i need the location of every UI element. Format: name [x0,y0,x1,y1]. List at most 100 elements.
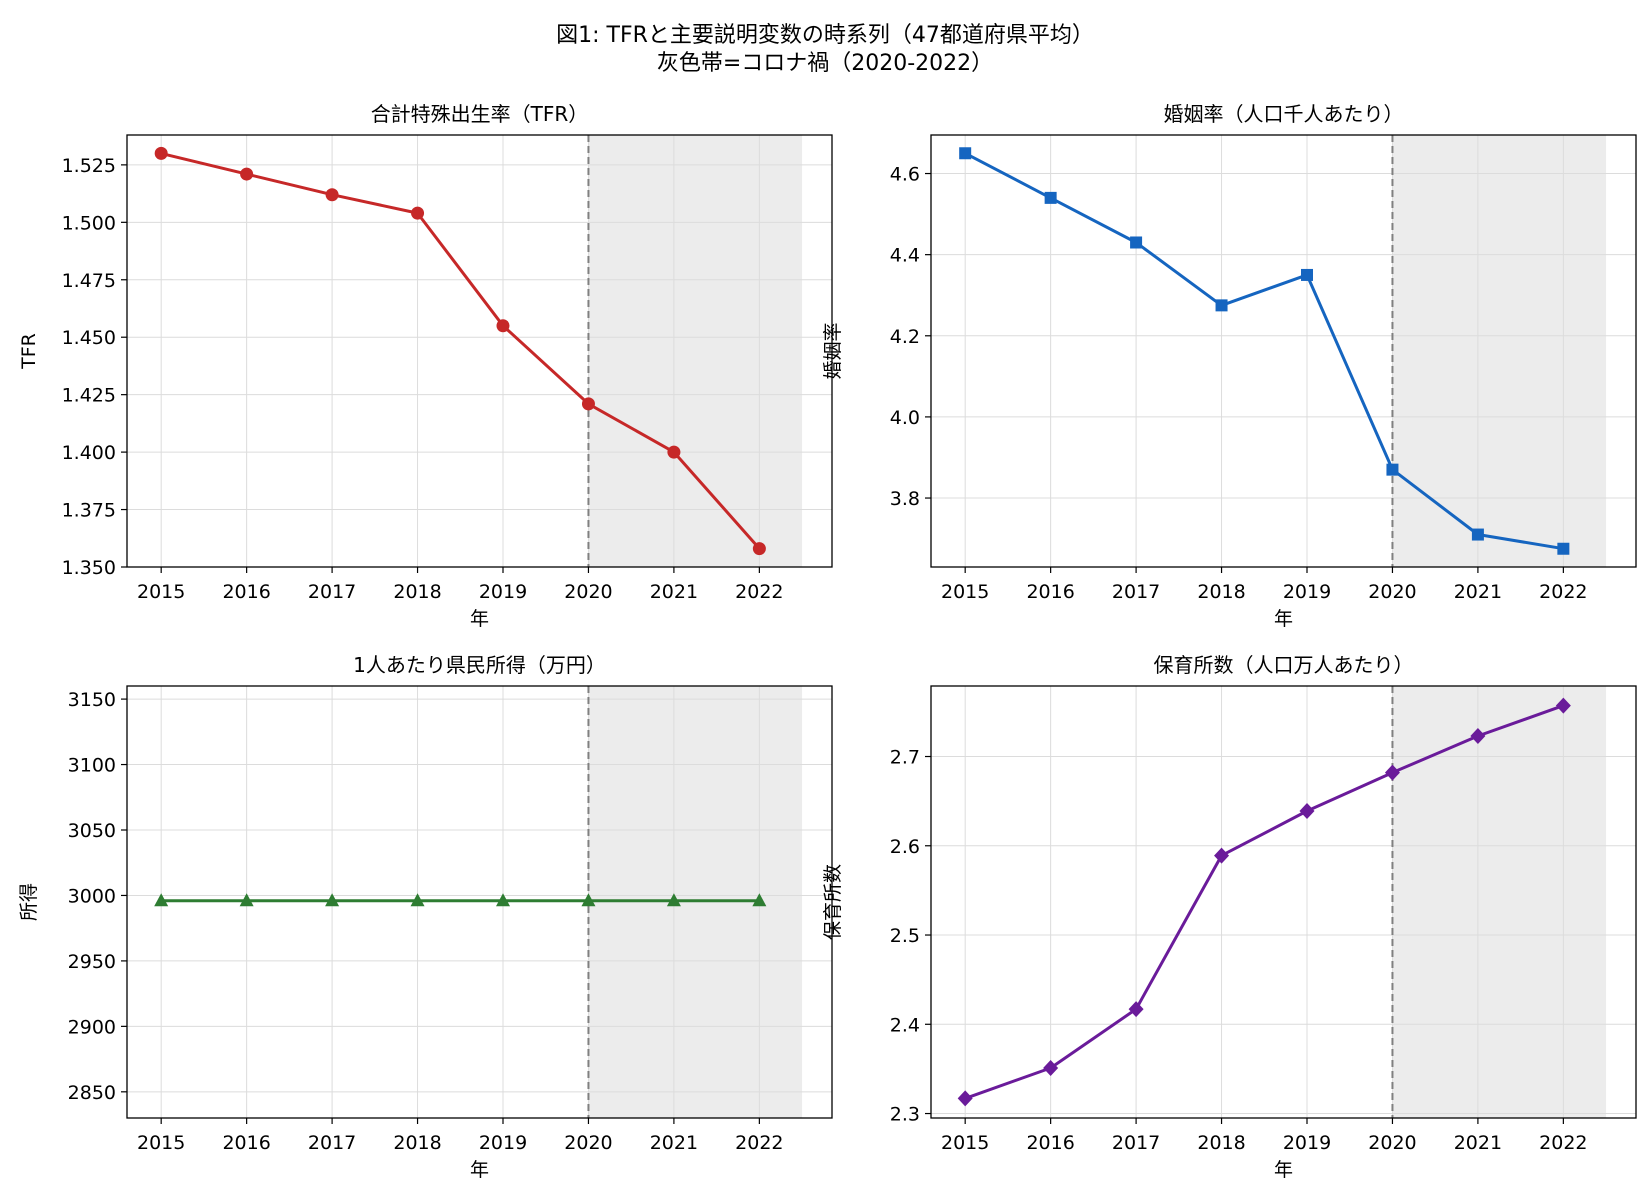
x-tick-label: 2018 [1197,581,1245,603]
x-tick-label: 2021 [650,581,698,603]
data-point [410,893,425,907]
y-tick-label: 3000 [68,885,116,907]
x-tick-label: 2019 [479,581,527,603]
panel-title: 保育所数（人口万人あたり） [1154,653,1414,677]
y-tick-label: 2.4 [890,1014,920,1036]
y-tick-label: 3100 [68,755,116,777]
y-axis-label: 婚姻率 [822,322,844,379]
x-axis-label: 年 [470,1159,489,1181]
x-tick-label: 2021 [1454,581,1502,603]
y-tick-label: 4.0 [890,407,920,429]
y-tick-label: 1.425 [62,385,116,407]
x-tick-label: 2019 [1283,1132,1331,1154]
data-point [1215,299,1228,312]
data-point [667,445,681,459]
x-tick-label: 2022 [735,1132,783,1154]
y-tick-label: 1.500 [62,212,116,234]
panel-tfr: 合計特殊出生率（TFR） 年 TFR 2015 2016 2017 2018 2019 2… [18,102,833,630]
y-tick-label: 3050 [68,820,116,842]
x-tick-label: 2021 [1454,1132,1502,1154]
panel-income: 1人あたり県民所得（万円） 年 所得 2015 2016 2017 2018 2019 2… [18,653,833,1181]
x-tick-label: 2020 [564,581,612,603]
series-line [964,151,1564,551]
series-line [160,151,761,550]
panel-nursery: 保育所数（人口万人あたり） 年 保育所数 2015 2016 2017 2018 201… [822,653,1637,1181]
y-tick-label: 2.5 [890,925,920,947]
plot-area [127,135,832,568]
y-tick-label: 2900 [68,1016,116,1038]
x-tick-label: 2022 [1539,1132,1587,1154]
data-point [959,147,972,160]
x-tick-label: 2021 [650,1132,698,1154]
x-tick-label: 2017 [1112,581,1160,603]
data-point [496,319,510,333]
data-point [1471,528,1484,541]
axes-frame [930,685,1637,1119]
y-tick-label: 3150 [68,689,116,711]
figure-title-line2: 灰色帯=コロナ禍（2020-2022） [657,51,993,76]
panel-title: 1人あたり県民所得（万円） [353,653,606,677]
y-tick-label: 4.6 [890,164,920,186]
y-tick-label: 4.2 [890,326,920,348]
data-point [496,893,510,907]
y-tick-label: 1.475 [62,270,116,292]
panel-title: 合計特殊出生率（TFR） [371,102,589,126]
data-point [1470,727,1486,744]
plot-area [127,686,832,1118]
y-axis-label: 所得 [18,883,40,921]
x-tick-label: 2020 [1368,581,1416,603]
y-tick-label: 1.525 [62,155,116,177]
y-tick-label: 2.6 [890,836,920,858]
data-point [1557,542,1570,555]
panel-marriage-rate: 婚姻率（人口千人あたり） 年 婚姻率 2015 2016 2017 2018 2019 2… [822,102,1637,630]
data-point [752,542,766,556]
x-tick-label: 2016 [1026,1132,1074,1154]
data-point [1044,191,1057,204]
x-tick-label: 2019 [479,1132,527,1154]
x-tick-label: 2016 [222,581,270,603]
x-tick-label: 2018 [393,1132,441,1154]
x-tick-label: 2015 [137,581,185,603]
covid-shaded-band [1392,135,1607,567]
y-tick-label: 2.3 [890,1104,920,1126]
data-point [581,893,596,907]
data-point [957,1090,973,1107]
data-point [752,893,767,907]
y-tick-label: 1.375 [62,500,116,522]
x-tick-label: 2022 [735,581,783,603]
x-tick-label: 2017 [308,581,356,603]
y-tick-label: 3.8 [890,488,920,510]
data-point [666,893,681,907]
plot-area [931,686,1636,1118]
y-axis-label: TFR [18,333,40,370]
data-point [1301,268,1313,281]
axes-frame [930,134,1637,568]
x-tick-label: 2016 [1026,581,1074,603]
x-tick-label: 2020 [1368,1132,1416,1154]
data-point [1555,697,1571,714]
y-tick-label: 2950 [68,951,116,973]
x-tick-label: 2015 [941,581,989,603]
data-point [1299,802,1315,819]
y-tick-label: 2850 [68,1082,116,1104]
y-tick-label: 4.4 [890,245,920,267]
x-tick-label: 2020 [564,1132,612,1154]
axes-frame [126,134,833,568]
x-tick-label: 2017 [308,1132,356,1154]
y-tick-label: 2.7 [890,747,920,769]
data-point [1128,1001,1144,1018]
data-point [154,893,169,907]
figure-title-line1: 図1: TFRと主要説明変数の時系列（47都道府県平均） [556,23,1094,48]
data-point [1384,764,1400,781]
data-point [325,188,339,202]
data-point [1130,236,1143,249]
x-axis-label: 年 [470,608,489,630]
axes-frame [126,685,833,1119]
data-point [1386,463,1399,476]
x-tick-label: 2016 [222,1132,270,1154]
y-tick-label: 1.350 [62,557,116,579]
x-tick-label: 2018 [393,581,441,603]
plot-area [931,135,1636,567]
x-tick-label: 2015 [941,1132,989,1154]
